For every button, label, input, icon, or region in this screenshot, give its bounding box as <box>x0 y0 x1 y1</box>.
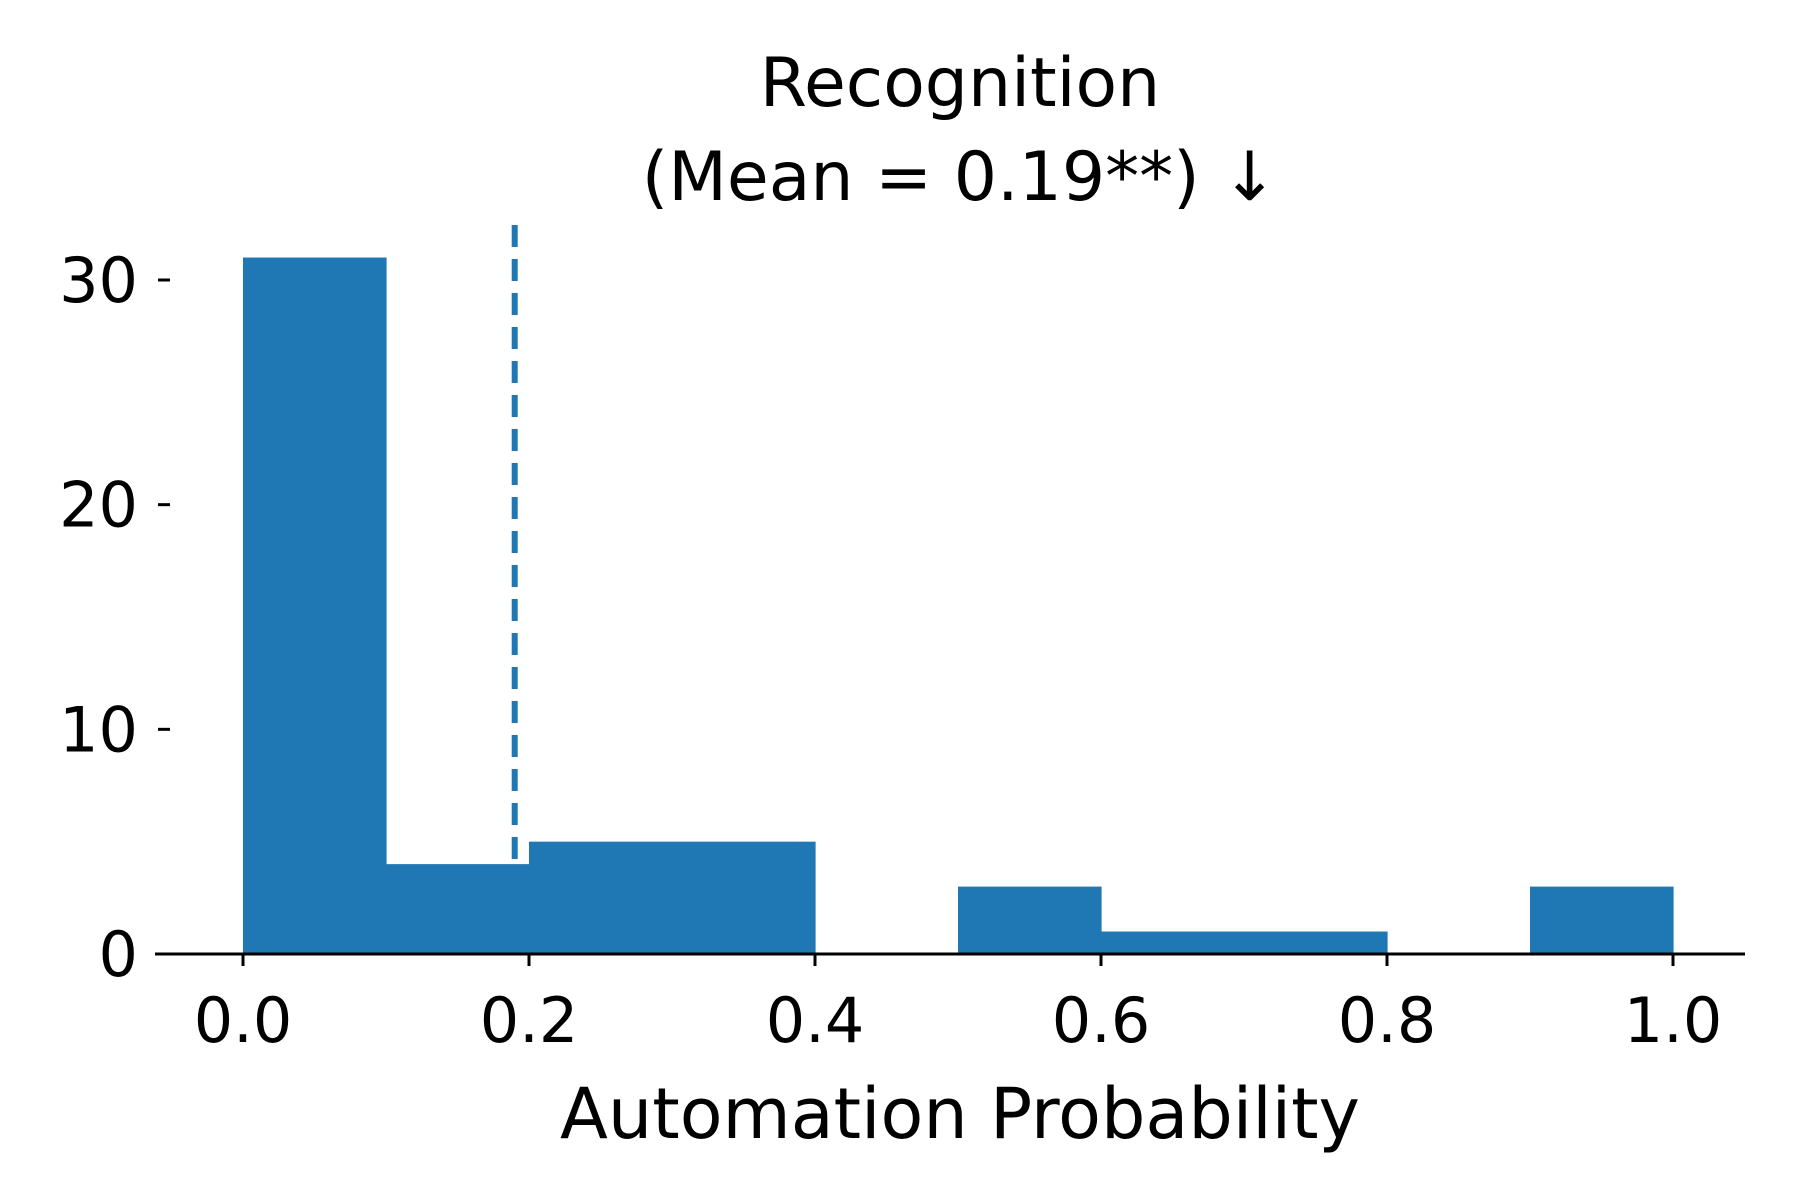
histogram-bar-3 <box>672 841 816 954</box>
x-tick-label-4: 0.8 <box>1338 984 1437 1057</box>
x-tick-label-2: 0.4 <box>766 984 865 1057</box>
x-tick-label-1: 0.2 <box>480 984 579 1057</box>
histogram-bar-7 <box>1244 931 1388 954</box>
x-tick-label-0: 0.0 <box>194 984 293 1057</box>
histogram-bar-5 <box>958 886 1102 954</box>
y-axis: 0 10 20 30 <box>59 244 170 991</box>
y-tick-label-2: 20 <box>59 469 138 542</box>
x-tick-label-3: 0.6 <box>1052 984 1151 1057</box>
histogram-bar-2 <box>529 841 673 954</box>
histogram-bar-9 <box>1530 886 1674 954</box>
histogram-bars <box>243 257 1674 954</box>
x-axis-label: Automation Probability <box>560 1073 1360 1155</box>
y-tick-label-3: 30 <box>59 244 138 317</box>
chart-title-line2: (Mean = 0.19**) ↓ <box>642 138 1279 217</box>
x-axis: 0.0 0.2 0.4 0.6 0.8 1.0 <box>155 952 1745 1057</box>
y-tick-label-0: 0 <box>99 918 138 991</box>
histogram-bar-1 <box>386 864 530 954</box>
y-tick-label-1: 10 <box>59 693 138 766</box>
chart-title-line1: Recognition <box>760 44 1160 123</box>
histogram-bar-6 <box>1101 931 1245 954</box>
x-tick-label-5: 1.0 <box>1624 984 1723 1057</box>
histogram-bar-0 <box>243 257 387 954</box>
